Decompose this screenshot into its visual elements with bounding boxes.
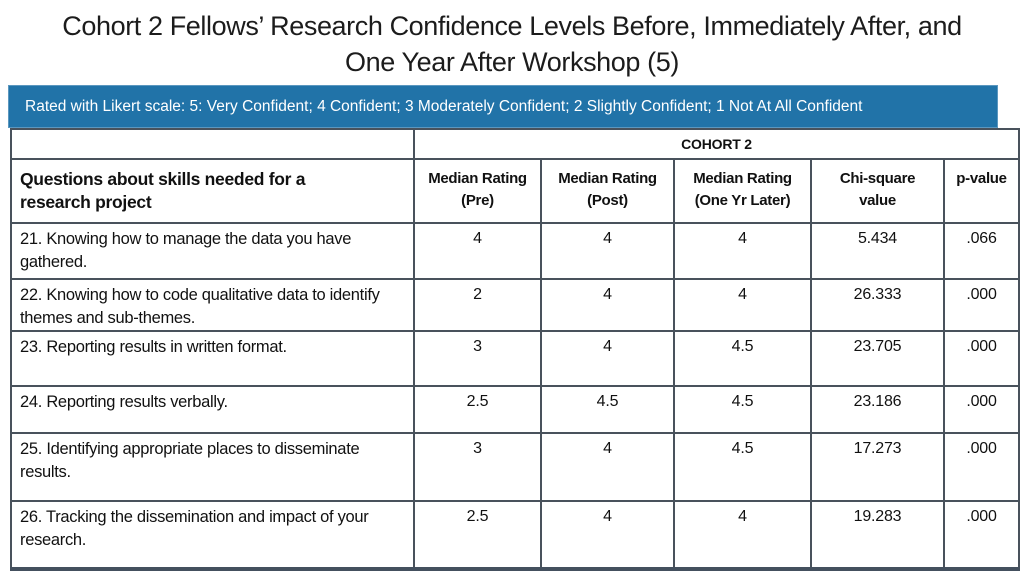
empty-corner-cell (10, 128, 415, 160)
table-row-26: 26. Tracking the dissemination and impac… (10, 500, 1021, 570)
p-value-cell: .000 (942, 330, 1021, 387)
median-post-cell: 4 (540, 330, 675, 387)
question-cell: 26. Tracking the dissemination and impac… (10, 500, 415, 570)
group-header-row: COHORT 2 (10, 128, 1021, 160)
chi-square-cell: 23.186 (810, 385, 945, 434)
column-header-median-pre: Median Rating (Pre) (413, 158, 542, 224)
median-post-cell: 4 (540, 500, 675, 570)
question-cell: 21. Knowing how to manage the data you h… (10, 222, 415, 280)
median-pre-cell: 2.5 (413, 500, 542, 570)
cohort-group-header: COHORT 2 (412, 128, 1021, 160)
p-value-cell: .000 (942, 432, 1021, 502)
table-row-24: 24. Reporting results verbally. 2.5 4.5 … (10, 385, 1021, 434)
median-later-cell: 4 (673, 500, 812, 570)
p-value-cell: .000 (942, 385, 1021, 434)
median-later-cell: 4 (673, 278, 812, 332)
median-pre-cell: 2.5 (413, 385, 542, 434)
p-value-cell: .000 (942, 278, 1021, 332)
likert-scale-banner: Rated with Likert scale: 5: Very Confide… (8, 85, 998, 128)
median-later-cell: 4.5 (673, 432, 812, 502)
median-pre-cell: 3 (413, 432, 542, 502)
column-header-chi-square: Chi-square value (810, 158, 945, 224)
slide-title: Cohort 2 Fellows’ Research Confidence Le… (0, 8, 1024, 80)
chi-square-cell: 19.283 (810, 500, 945, 570)
chi-square-cell: 5.434 (810, 222, 945, 280)
table-row-25: 25. Identifying appropriate places to di… (10, 432, 1021, 502)
column-header-median-post: Median Rating (Post) (540, 158, 675, 224)
p-value-cell: .000 (942, 500, 1021, 570)
median-pre-cell: 4 (413, 222, 542, 280)
p-value-cell: .066 (942, 222, 1021, 280)
table-row-23: 23. Reporting results in written format.… (10, 330, 1021, 387)
slide-title-line2: One Year After Workshop (5) (345, 47, 679, 77)
question-cell: 24. Reporting results verbally. (10, 385, 415, 434)
median-post-cell: 4 (540, 278, 675, 332)
median-post-cell: 4.5 (540, 385, 675, 434)
results-table: COHORT 2 Questions about skills needed f… (10, 128, 1021, 571)
question-cell: 23. Reporting results in written format. (10, 330, 415, 387)
column-header-p-value: p-value (942, 158, 1021, 224)
question-column-header: Questions about skills needed for a rese… (10, 158, 415, 224)
table-row-22: 22. Knowing how to code qualitative data… (10, 278, 1021, 332)
median-later-cell: 4.5 (673, 330, 812, 387)
median-later-cell: 4 (673, 222, 812, 280)
median-pre-cell: 3 (413, 330, 542, 387)
question-cell: 22. Knowing how to code qualitative data… (10, 278, 415, 332)
chi-square-cell: 17.273 (810, 432, 945, 502)
chi-square-cell: 26.333 (810, 278, 945, 332)
table-row-21: 21. Knowing how to manage the data you h… (10, 222, 1021, 280)
median-post-cell: 4 (540, 222, 675, 280)
column-header-median-later: Median Rating (One Yr Later) (673, 158, 812, 224)
slide-title-line1: Cohort 2 Fellows’ Research Confidence Le… (62, 11, 962, 41)
median-later-cell: 4.5 (673, 385, 812, 434)
likert-scale-text: Rated with Likert scale: 5: Very Confide… (25, 97, 863, 115)
question-cell: 25. Identifying appropriate places to di… (10, 432, 415, 502)
column-header-row: Questions about skills needed for a rese… (10, 158, 1021, 224)
median-post-cell: 4 (540, 432, 675, 502)
chi-square-cell: 23.705 (810, 330, 945, 387)
median-pre-cell: 2 (413, 278, 542, 332)
